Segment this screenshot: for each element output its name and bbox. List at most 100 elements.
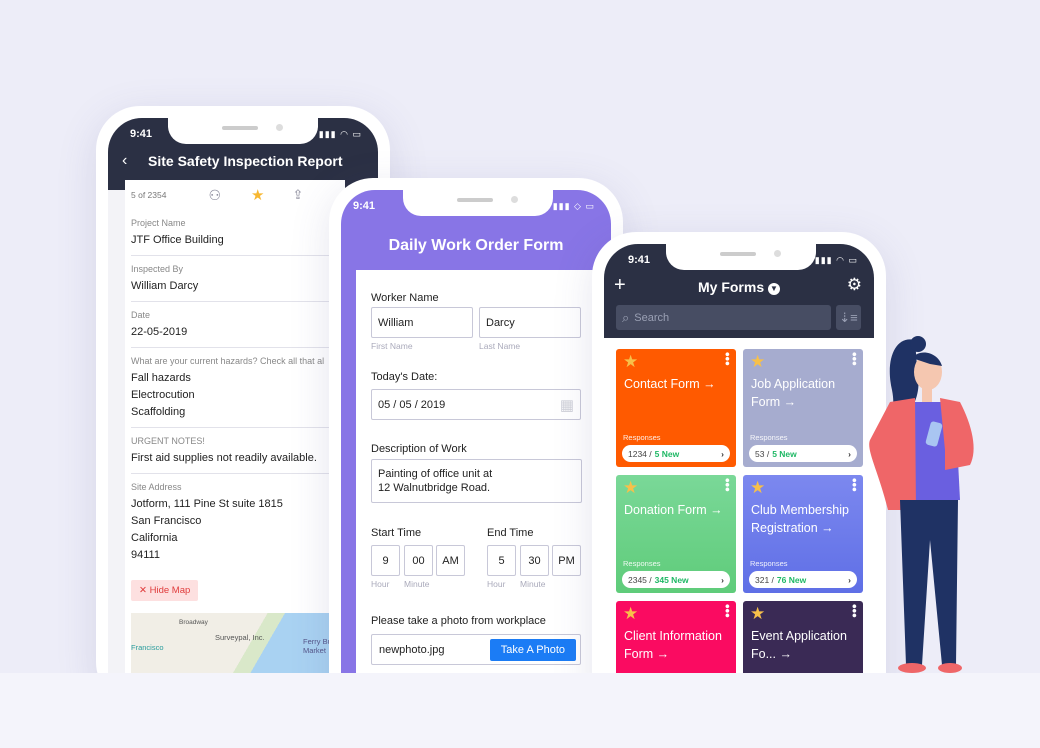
responses-label: Responses: [750, 433, 788, 442]
description-label: Description of Work: [371, 443, 467, 455]
form-card[interactable]: ★ ••• Contact Form → Responses 1234 /5 New ›: [616, 349, 736, 467]
field-value-line: Electrocution: [131, 389, 195, 401]
search-icon: ⌕: [622, 309, 630, 325]
phone-my-forms: 9:41 ▮▮▮ ◠ ▭ + My Forms ▼ ⚙ ⌕ Search ⇣≡ ★…: [592, 232, 886, 732]
back-icon[interactable]: ‹: [122, 152, 128, 169]
chevron-down-icon: ▼: [768, 283, 780, 295]
my-forms-dropdown[interactable]: My Forms ▼: [604, 279, 874, 295]
record-counter: 5 of 2354: [131, 190, 167, 200]
responses-label: Responses: [623, 433, 661, 442]
field-label: Site Address: [131, 482, 182, 492]
new-count: 5 New: [654, 448, 680, 459]
last-name-input[interactable]: Darcy: [479, 307, 581, 338]
form-card[interactable]: ★ ••• Donation Form → Responses 2345 /345 Ne…: [616, 475, 736, 593]
form-title: Event Application Fo... →: [751, 629, 847, 661]
record-card: 5 of 2354 ⚇ ★ ⇪ Project Name JTF Office B…: [125, 180, 345, 706]
responses-label: Responses: [750, 559, 788, 568]
form-card[interactable]: ★ ••• Job Application Form → Responses 53 /5…: [743, 349, 863, 467]
field-label: Date: [131, 310, 151, 320]
field-value: JTF Office Building: [131, 232, 339, 249]
hour-sublabel: Hour: [487, 579, 506, 589]
star-icon[interactable]: ★: [750, 604, 766, 623]
date-input[interactable]: 05 / 05 / 2019 ▦: [371, 389, 581, 420]
field-row: URGENT NOTES! First aid supplies not read…: [131, 436, 339, 474]
field-label: Project Name: [131, 218, 186, 228]
first-name-sublabel: First Name: [371, 341, 413, 351]
more-options-icon[interactable]: •••: [847, 352, 862, 366]
field-row: Date 22-05-2019: [131, 310, 339, 348]
field-value: William Darcy: [131, 278, 339, 295]
form-card[interactable]: ★ ••• Club Membership Registration → Respon…: [743, 475, 863, 593]
responses-button[interactable]: 2345 /345 New ›: [622, 571, 730, 588]
field-row: Project Name JTF Office Building: [131, 218, 339, 256]
last-name-sublabel: Last Name: [479, 341, 521, 351]
start-minute-input[interactable]: 00: [404, 545, 433, 576]
new-count: 76 New: [776, 574, 807, 585]
calendar-icon[interactable]: ▦: [559, 396, 574, 414]
date-label: Today's Date:: [371, 371, 438, 383]
end-ampm-select[interactable]: PM: [552, 545, 581, 576]
form-title: Daily Work Order Form: [388, 237, 564, 254]
field-value-line: Scaffolding: [131, 406, 186, 418]
fields-list: Project Name JTF Office Building Inspected…: [131, 218, 339, 570]
field-value-line: San Francisco: [131, 515, 202, 527]
star-icon[interactable]: ★: [750, 478, 766, 497]
star-icon[interactable]: ★: [623, 352, 639, 371]
end-minute-input[interactable]: 30: [520, 545, 549, 576]
star-icon[interactable]: ★: [623, 604, 639, 623]
more-options-icon[interactable]: •••: [720, 352, 735, 366]
field-label: URGENT NOTES!: [131, 436, 205, 446]
form-title: Donation Form →: [624, 503, 723, 517]
page-title: Site Safety Inspection Report: [148, 153, 343, 169]
responses-button[interactable]: 1234 /5 New ›: [622, 445, 730, 462]
star-icon[interactable]: ★: [623, 478, 639, 497]
field-value-line: JTF Office Building: [131, 234, 224, 246]
field-label: What are your current hazards? Check all…: [131, 356, 325, 366]
responses-button[interactable]: 53 /5 New ›: [749, 445, 857, 462]
hide-map-button[interactable]: ✕ Hide Map: [131, 580, 199, 601]
footer-band: [0, 673, 1040, 748]
take-photo-button[interactable]: Take A Photo: [489, 638, 576, 661]
search-input[interactable]: ⌕ Search: [616, 305, 831, 330]
close-icon: ✕: [139, 585, 150, 596]
share-icon[interactable]: ⇪: [292, 187, 304, 202]
field-value-line: Jotform, 111 Pine St suite 1815: [131, 498, 283, 510]
start-ampm-select[interactable]: AM: [436, 545, 465, 576]
field-value-line: First aid supplies not readily available…: [131, 452, 317, 464]
status-time: 9:41: [353, 200, 376, 212]
add-user-icon[interactable]: ⚇: [208, 186, 222, 203]
more-options-icon[interactable]: •••: [720, 478, 735, 492]
form-title: Job Application Form →: [751, 377, 836, 409]
chevron-right-icon: ›: [721, 574, 724, 585]
map-label: Surveypal, Inc.: [215, 633, 265, 642]
more-options-icon[interactable]: •••: [847, 478, 862, 492]
description-textarea[interactable]: Painting of office unit at 12 Walnutbridg…: [371, 459, 582, 503]
phone-work-order-form: 9:41 ▮▮▮ ◇ ▭ Daily Work Order Form Worke…: [329, 178, 623, 738]
first-name-input[interactable]: William: [371, 307, 473, 338]
new-count: 5 New: [772, 448, 797, 459]
star-icon[interactable]: ★: [251, 187, 265, 204]
photo-label: Please take a photo from workplace: [371, 615, 546, 627]
field-row: Site Address Jotform, 111 Pine St suite 1…: [131, 482, 339, 570]
map-label: Francisco: [131, 643, 164, 652]
map-label: Broadway: [179, 619, 208, 626]
chevron-right-icon: ›: [721, 448, 724, 459]
minute-sublabel: Minute: [520, 579, 546, 589]
field-value-line: 22-05-2019: [131, 326, 188, 338]
start-time-label: Start Time: [371, 527, 422, 539]
sort-button[interactable]: ⇣≡: [836, 305, 861, 330]
add-form-icon[interactable]: +: [614, 274, 626, 296]
more-options-icon[interactable]: •••: [847, 604, 862, 618]
start-hour-input[interactable]: 9: [371, 545, 400, 576]
status-time: 9:41: [628, 254, 651, 266]
field-value-line: 94111: [131, 549, 160, 561]
hour-sublabel: Hour: [371, 579, 390, 589]
star-icon[interactable]: ★: [750, 352, 766, 371]
responses-button[interactable]: 321 /76 New ›: [749, 571, 857, 588]
end-hour-input[interactable]: 5: [487, 545, 516, 576]
responses-label: Responses: [623, 559, 661, 568]
photo-filename: newphoto.jpg: [379, 643, 445, 656]
settings-icon[interactable]: ⚙: [846, 275, 862, 294]
map[interactable]: Broadway Surveypal, Inc. Francisco Ferry…: [131, 613, 339, 683]
more-options-icon[interactable]: •••: [720, 604, 735, 618]
